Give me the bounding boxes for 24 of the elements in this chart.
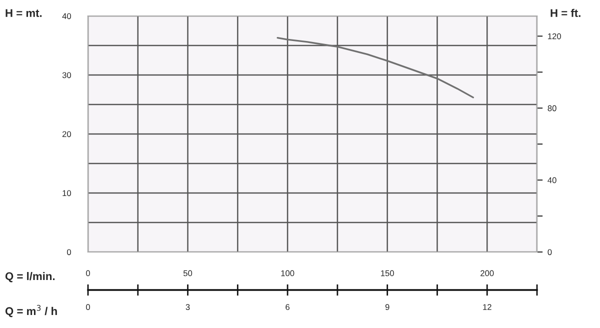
x-tick-label: 150 bbox=[381, 270, 394, 276]
x2-axis-title: Q = m$^{3}$ / h bbox=[5, 304, 57, 318]
x2-tick-label: 6 bbox=[286, 304, 290, 310]
y-tick-label: 10 bbox=[62, 190, 72, 196]
y-tick-label: 30 bbox=[62, 72, 72, 78]
x-axis-title: Q = l/min. bbox=[5, 272, 55, 282]
y2-tick-label: 80 bbox=[548, 105, 556, 112]
x-tick-label: 0 bbox=[86, 270, 90, 276]
y2-tick-label: 40 bbox=[548, 177, 556, 184]
y2-tick-label: 0 bbox=[548, 249, 552, 256]
x2-tick-label: 9 bbox=[385, 304, 390, 310]
y-tick-label: 20 bbox=[62, 131, 72, 138]
y2-axis-title: H = ft. bbox=[550, 8, 580, 17]
x2-tick-label: 3 bbox=[186, 304, 190, 310]
y-tick-label: 40 bbox=[62, 13, 72, 20]
y-tick-label: 0 bbox=[67, 249, 72, 256]
y-axis-title: H = mt. bbox=[6, 9, 42, 17]
x-tick-label: 200 bbox=[480, 270, 494, 276]
y2-tick-label: 120 bbox=[548, 33, 561, 40]
x-tick-label: 100 bbox=[281, 270, 294, 276]
x2-tick-label: 0 bbox=[86, 304, 90, 310]
x-tick-label: 50 bbox=[183, 270, 192, 276]
x2-tick-label: 12 bbox=[483, 304, 492, 310]
line-series bbox=[276, 36, 474, 98]
